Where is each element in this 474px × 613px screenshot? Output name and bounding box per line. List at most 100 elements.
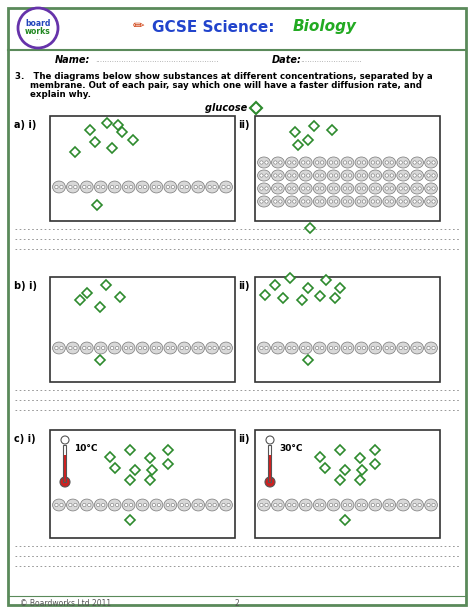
Circle shape [316, 161, 319, 164]
Circle shape [82, 185, 86, 189]
Polygon shape [305, 223, 315, 233]
Circle shape [273, 174, 277, 177]
Circle shape [265, 174, 268, 177]
Circle shape [357, 161, 361, 164]
Ellipse shape [257, 196, 270, 207]
Circle shape [61, 436, 69, 444]
Polygon shape [101, 280, 111, 290]
Circle shape [208, 503, 211, 507]
Ellipse shape [341, 342, 354, 354]
Ellipse shape [410, 170, 424, 181]
Circle shape [292, 161, 296, 164]
Ellipse shape [272, 183, 284, 194]
Circle shape [143, 503, 146, 507]
Ellipse shape [355, 183, 368, 194]
Ellipse shape [122, 499, 135, 511]
Circle shape [404, 174, 407, 177]
Circle shape [335, 187, 338, 190]
Circle shape [301, 161, 305, 164]
Ellipse shape [206, 342, 219, 354]
Ellipse shape [272, 170, 284, 181]
Circle shape [279, 174, 282, 177]
Ellipse shape [150, 342, 163, 354]
Polygon shape [92, 200, 102, 210]
Text: 2: 2 [235, 600, 239, 609]
Circle shape [194, 503, 197, 507]
Circle shape [307, 200, 310, 203]
Ellipse shape [425, 183, 438, 194]
Circle shape [404, 503, 407, 507]
Circle shape [110, 503, 114, 507]
Circle shape [343, 161, 346, 164]
Circle shape [97, 185, 100, 189]
Circle shape [199, 503, 202, 507]
Text: Biology: Biology [293, 20, 357, 34]
Ellipse shape [355, 157, 368, 168]
Bar [50, 116, 235, 221]
Ellipse shape [192, 499, 205, 511]
Polygon shape [293, 140, 303, 150]
Circle shape [307, 161, 310, 164]
Circle shape [265, 200, 268, 203]
Circle shape [335, 346, 338, 349]
Circle shape [143, 185, 146, 189]
Polygon shape [315, 291, 325, 301]
Polygon shape [113, 120, 123, 130]
Circle shape [307, 174, 310, 177]
Polygon shape [107, 143, 117, 153]
Bar [255, 116, 440, 221]
Circle shape [194, 185, 197, 189]
Text: GCSE Science:: GCSE Science: [152, 20, 280, 34]
Ellipse shape [369, 196, 382, 207]
Circle shape [110, 346, 114, 349]
Ellipse shape [164, 181, 177, 193]
Circle shape [399, 187, 402, 190]
Circle shape [97, 503, 100, 507]
Ellipse shape [81, 342, 93, 354]
Circle shape [348, 200, 352, 203]
Ellipse shape [410, 157, 424, 168]
Ellipse shape [178, 499, 191, 511]
Circle shape [432, 503, 435, 507]
Bar [64, 455, 66, 482]
Polygon shape [270, 280, 280, 290]
Circle shape [320, 187, 324, 190]
Polygon shape [335, 475, 345, 485]
Ellipse shape [66, 181, 79, 193]
Circle shape [88, 503, 91, 507]
Circle shape [316, 346, 319, 349]
Circle shape [343, 200, 346, 203]
Polygon shape [370, 459, 380, 469]
Circle shape [288, 346, 291, 349]
Text: ✏: ✏ [132, 19, 144, 33]
Circle shape [348, 346, 352, 349]
Ellipse shape [192, 342, 205, 354]
Circle shape [399, 161, 402, 164]
Circle shape [329, 503, 333, 507]
Circle shape [199, 346, 202, 349]
Ellipse shape [425, 499, 438, 511]
Ellipse shape [108, 499, 121, 511]
Ellipse shape [285, 157, 298, 168]
Text: Date:: Date: [272, 55, 302, 65]
Circle shape [74, 346, 77, 349]
Circle shape [260, 161, 263, 164]
Polygon shape [250, 102, 262, 114]
Circle shape [399, 174, 402, 177]
Circle shape [320, 161, 324, 164]
Circle shape [166, 346, 170, 349]
Circle shape [329, 161, 333, 164]
Circle shape [124, 346, 128, 349]
Ellipse shape [219, 499, 232, 511]
Polygon shape [125, 475, 135, 485]
Circle shape [371, 503, 374, 507]
Circle shape [60, 477, 70, 487]
Bar [255, 277, 440, 382]
Polygon shape [125, 515, 135, 525]
Circle shape [432, 346, 435, 349]
Circle shape [152, 503, 155, 507]
Ellipse shape [355, 170, 368, 181]
Polygon shape [128, 135, 138, 145]
Circle shape [357, 503, 361, 507]
Circle shape [390, 174, 393, 177]
